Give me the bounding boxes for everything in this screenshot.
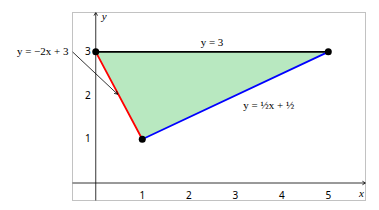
svg-text:y = −2x + 3: y = −2x + 3: [17, 45, 69, 57]
svg-text:y = ½x + ½: y = ½x + ½: [243, 99, 294, 111]
svg-text:1: 1: [85, 131, 91, 145]
svg-text:5: 5: [325, 188, 332, 203]
svg-text:1: 1: [139, 188, 146, 203]
svg-text:x: x: [358, 187, 364, 199]
svg-text:4: 4: [278, 188, 285, 203]
svg-text:y = 3: y = 3: [201, 36, 224, 48]
svg-text:2: 2: [185, 188, 192, 203]
svg-text:3: 3: [232, 188, 239, 203]
svg-text:y: y: [101, 10, 107, 22]
svg-text:3: 3: [85, 44, 91, 58]
svg-text:2: 2: [85, 88, 91, 102]
